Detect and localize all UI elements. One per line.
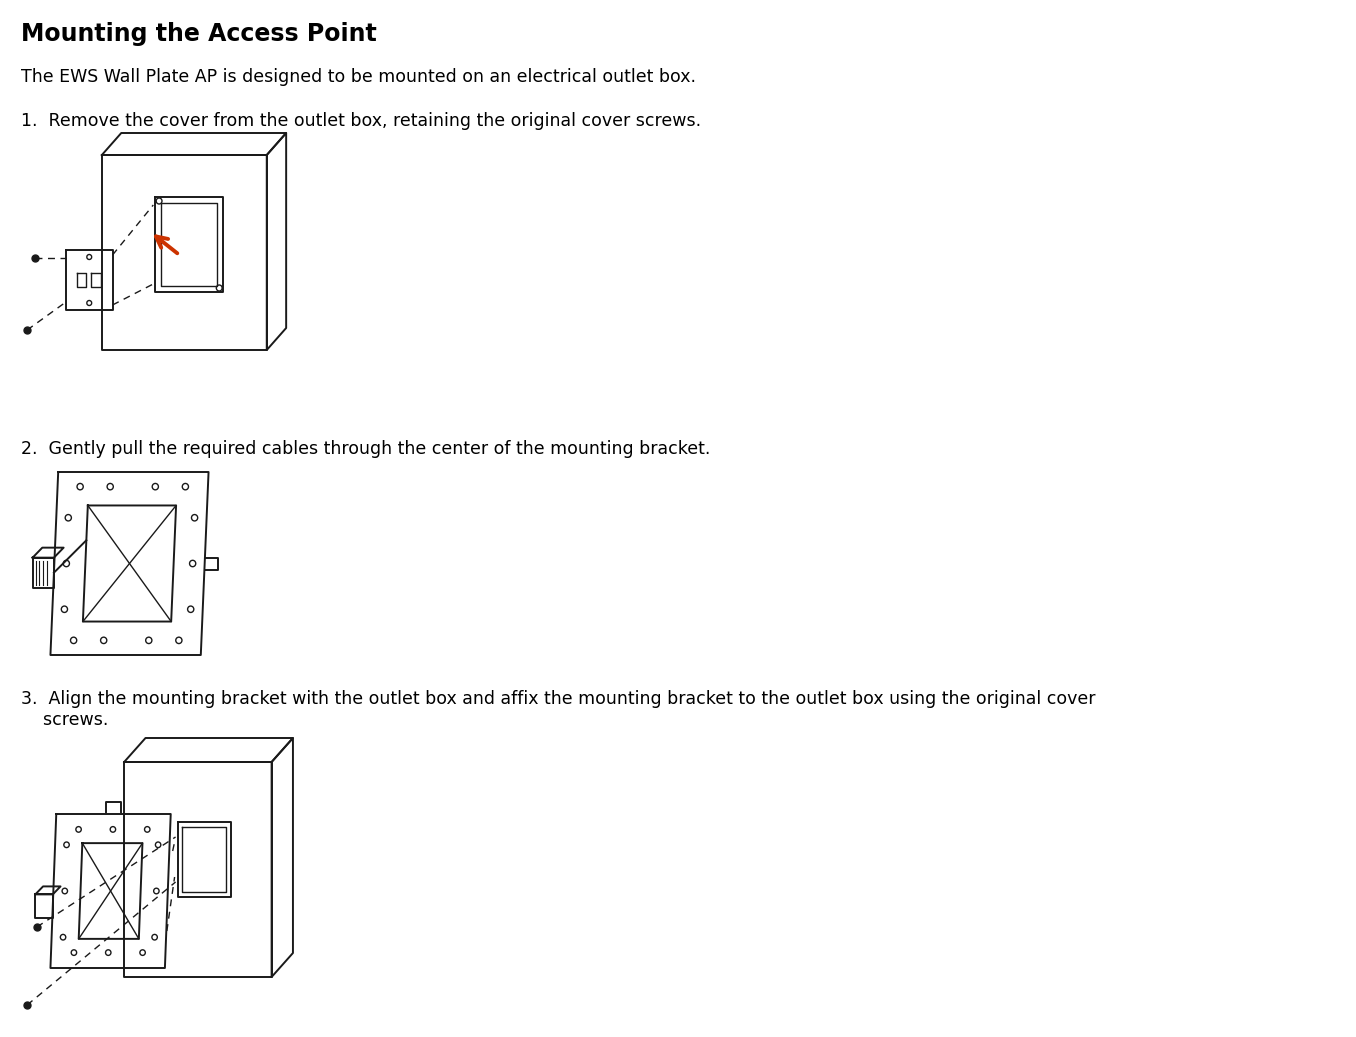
Text: The EWS Wall Plate AP is designed to be mounted on an electrical outlet box.: The EWS Wall Plate AP is designed to be … — [22, 68, 697, 86]
Text: 1.  Remove the cover from the outlet box, retaining the original cover screws.: 1. Remove the cover from the outlet box,… — [22, 112, 701, 130]
Text: Mounting the Access Point: Mounting the Access Point — [22, 22, 377, 46]
Text: 3.  Align the mounting bracket with the outlet box and affix the mounting bracke: 3. Align the mounting bracket with the o… — [22, 690, 1096, 729]
Text: 2.  Gently pull the required cables through the center of the mounting bracket.: 2. Gently pull the required cables throu… — [22, 440, 711, 458]
